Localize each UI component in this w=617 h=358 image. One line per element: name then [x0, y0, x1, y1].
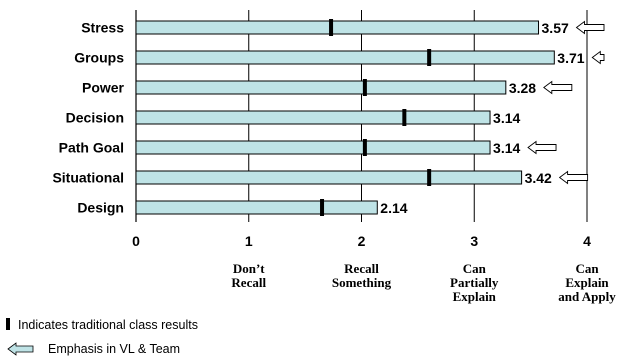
x-axis-ticks: 0 1 2 3 4 [132, 233, 591, 249]
traditional-marker-stress [329, 19, 334, 36]
category-label-stress: Stress [81, 20, 124, 36]
traditional-marker-decision [402, 109, 407, 126]
traditional-marker-situational [427, 169, 432, 186]
value-label-stress: 3.57 [542, 20, 569, 36]
value-label-groups: 3.71 [557, 50, 584, 66]
legend-arrow-text: Emphasis in VL & Team [48, 342, 180, 356]
category-label-power: Power [82, 80, 125, 96]
value-label-decision: 3.14 [493, 110, 520, 126]
value-label-situational: 3.42 [525, 170, 552, 186]
value-label-design: 2.14 [380, 200, 407, 216]
bar-stress [135, 20, 540, 35]
legend-arrow-icon [7, 342, 34, 356]
bar-situational [135, 170, 523, 185]
traditional-marker-design [320, 199, 325, 216]
traditional-marker-power [362, 79, 367, 96]
scale-label-3: Can Partially Explain [450, 261, 499, 304]
value-labels: 3.57 3.71 3.28 3.14 3.14 3.42 2.14 [380, 20, 584, 216]
scale-label-4: Can Explain and Apply [558, 261, 616, 304]
bar-decision [135, 110, 491, 125]
legend-marker-swatch [6, 318, 10, 330]
x-tick-label-3: 3 [470, 233, 478, 249]
emphasis-arrows [527, 20, 605, 185]
category-label-path-goal: Path Goal [59, 140, 124, 156]
bars [135, 20, 555, 215]
scale-descriptions: Don’t Recall Recall Something Can Partially Ex… [231, 261, 616, 304]
legend: Indicates traditional class results Emph… [6, 318, 198, 356]
emphasis-arrow-stress [575, 20, 605, 35]
bar-groups [135, 50, 555, 65]
category-label-design: Design [77, 200, 124, 216]
bar-path-goal [135, 140, 491, 155]
x-tick-label-2: 2 [358, 233, 366, 249]
x-tick-label-0: 0 [132, 233, 140, 249]
legend-marker-text: Indicates traditional class results [18, 318, 198, 332]
emphasis-arrow-power [543, 80, 573, 95]
x-tick-label-1: 1 [245, 233, 253, 249]
traditional-marker-path-goal [362, 139, 367, 156]
category-labels: Stress Groups Power Decision Path Goal Situat… [52, 20, 124, 216]
category-label-decision: Decision [66, 110, 124, 126]
bar-power [135, 80, 507, 95]
emphasis-arrow-situational [558, 170, 589, 185]
bar-design [135, 200, 378, 215]
traditional-markers [320, 19, 432, 216]
category-label-groups: Groups [74, 50, 124, 66]
scale-label-1: Don’t Recall [231, 261, 266, 290]
scale-label-2: Recall Something [332, 261, 392, 290]
emphasis-arrow-path-goal [527, 140, 557, 155]
traditional-marker-groups [427, 49, 432, 66]
emphasis-arrow-groups [591, 50, 605, 65]
value-label-path-goal: 3.14 [493, 140, 520, 156]
category-label-situational: Situational [52, 170, 124, 186]
value-label-power: 3.28 [509, 80, 536, 96]
x-tick-label-4: 4 [583, 233, 591, 249]
